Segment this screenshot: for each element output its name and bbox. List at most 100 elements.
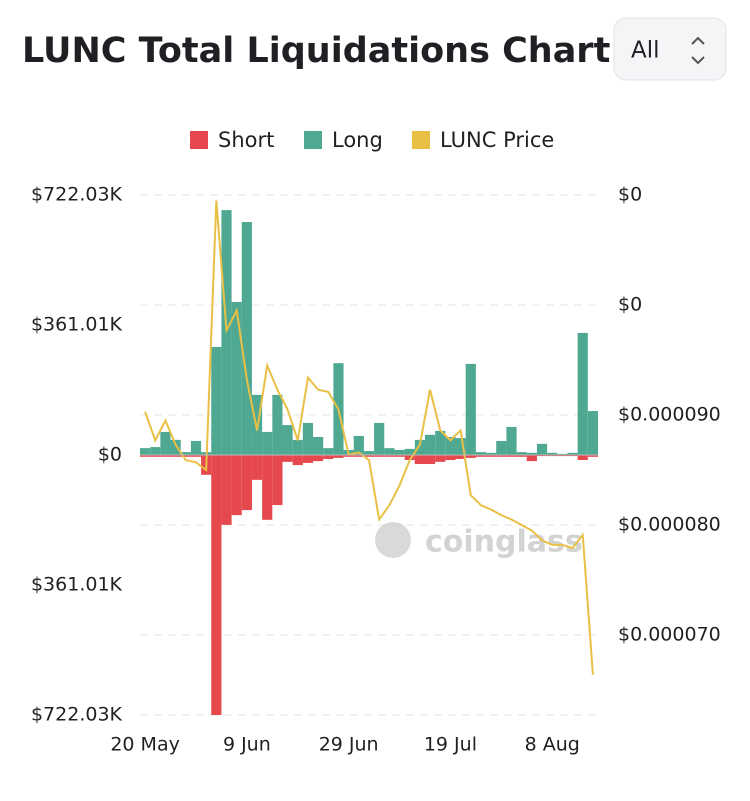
bar	[150, 455, 161, 457]
range-select[interactable]: All	[613, 17, 727, 81]
bar	[313, 436, 324, 455]
bar	[435, 430, 446, 455]
bar	[272, 455, 283, 506]
bar	[486, 452, 497, 455]
page-title: LUNC Total Liquidations Chart	[22, 31, 610, 71]
bar	[384, 455, 395, 457]
y2-tick-label: $0	[618, 184, 642, 206]
bar	[577, 455, 588, 461]
bar	[180, 455, 191, 457]
x-tick-label: 8 Aug	[525, 734, 580, 756]
y2-tick-label: $0	[618, 294, 642, 316]
bar	[190, 455, 202, 457]
bar	[516, 455, 527, 457]
bar	[526, 452, 537, 455]
bar	[557, 453, 568, 455]
bar	[384, 448, 395, 455]
bar	[475, 452, 487, 455]
bar	[496, 440, 507, 455]
x-tick-label: 29 Jun	[319, 734, 379, 756]
bar	[353, 435, 364, 455]
bar	[292, 455, 303, 466]
bar	[353, 455, 364, 457]
x-tick-label: 9 Jun	[223, 734, 271, 756]
bar	[587, 455, 598, 457]
y-tick-label: $361.01K	[31, 573, 123, 595]
bar	[536, 443, 548, 455]
bar	[374, 455, 385, 457]
bar	[231, 301, 242, 455]
legend-label: Long	[332, 128, 383, 152]
y-tick-label: $361.01K	[31, 314, 123, 336]
y2-tick-label: $0.000090	[618, 404, 721, 426]
bar	[567, 452, 578, 455]
bar	[170, 439, 181, 455]
bar	[516, 452, 527, 455]
bar	[455, 455, 466, 459]
bar	[160, 431, 171, 455]
bar	[282, 425, 293, 455]
select-chevrons	[691, 36, 705, 65]
bar	[577, 332, 588, 455]
bar	[455, 438, 466, 455]
y-tick-label: $0	[98, 444, 122, 466]
bar	[262, 431, 273, 455]
watermark: coinglass	[425, 525, 583, 560]
legend-swatch	[412, 131, 430, 149]
bar	[323, 448, 334, 455]
bar	[221, 455, 232, 525]
bar	[557, 455, 568, 457]
bar	[313, 455, 324, 462]
select-box[interactable]	[613, 17, 727, 81]
bar	[323, 455, 334, 459]
bar	[587, 411, 598, 455]
bar	[190, 440, 202, 455]
bar	[241, 222, 252, 455]
bar	[292, 439, 303, 455]
bar	[333, 455, 344, 458]
bar	[221, 210, 232, 455]
bar	[302, 422, 314, 455]
legend-label: LUNC Price	[440, 128, 554, 152]
bar	[231, 455, 242, 516]
legend-swatch	[190, 131, 208, 149]
price-line	[144, 200, 594, 675]
bar	[343, 455, 354, 457]
bar	[394, 449, 405, 455]
bar	[506, 455, 517, 457]
bar	[465, 363, 476, 455]
bar	[363, 451, 375, 455]
legend-label: Short	[218, 128, 274, 152]
bar	[282, 455, 293, 462]
bar	[374, 422, 385, 455]
bar	[475, 455, 487, 457]
bar	[302, 455, 314, 463]
bar	[414, 455, 425, 465]
legend-swatch	[304, 131, 322, 149]
bar	[435, 455, 446, 462]
bar	[251, 455, 263, 480]
bar	[363, 455, 375, 457]
y-tick-label: $722.03K	[31, 704, 123, 726]
select-value[interactable]: All	[631, 38, 660, 64]
bar	[547, 455, 558, 457]
bar	[506, 426, 517, 455]
bar	[150, 447, 161, 455]
x-tick-label: 19 Jul	[424, 734, 477, 756]
bar	[404, 448, 415, 455]
bar	[424, 455, 436, 465]
bar	[170, 455, 181, 457]
bar	[272, 394, 283, 455]
bar	[404, 455, 415, 461]
bar	[567, 455, 578, 457]
y2-tick-label: $0.000080	[618, 514, 721, 536]
bar	[526, 455, 537, 462]
bar	[547, 452, 558, 455]
bar	[445, 436, 456, 455]
bar	[394, 455, 405, 457]
bar	[241, 455, 252, 511]
bar	[262, 455, 273, 520]
bar	[160, 455, 171, 457]
bar	[424, 434, 436, 455]
